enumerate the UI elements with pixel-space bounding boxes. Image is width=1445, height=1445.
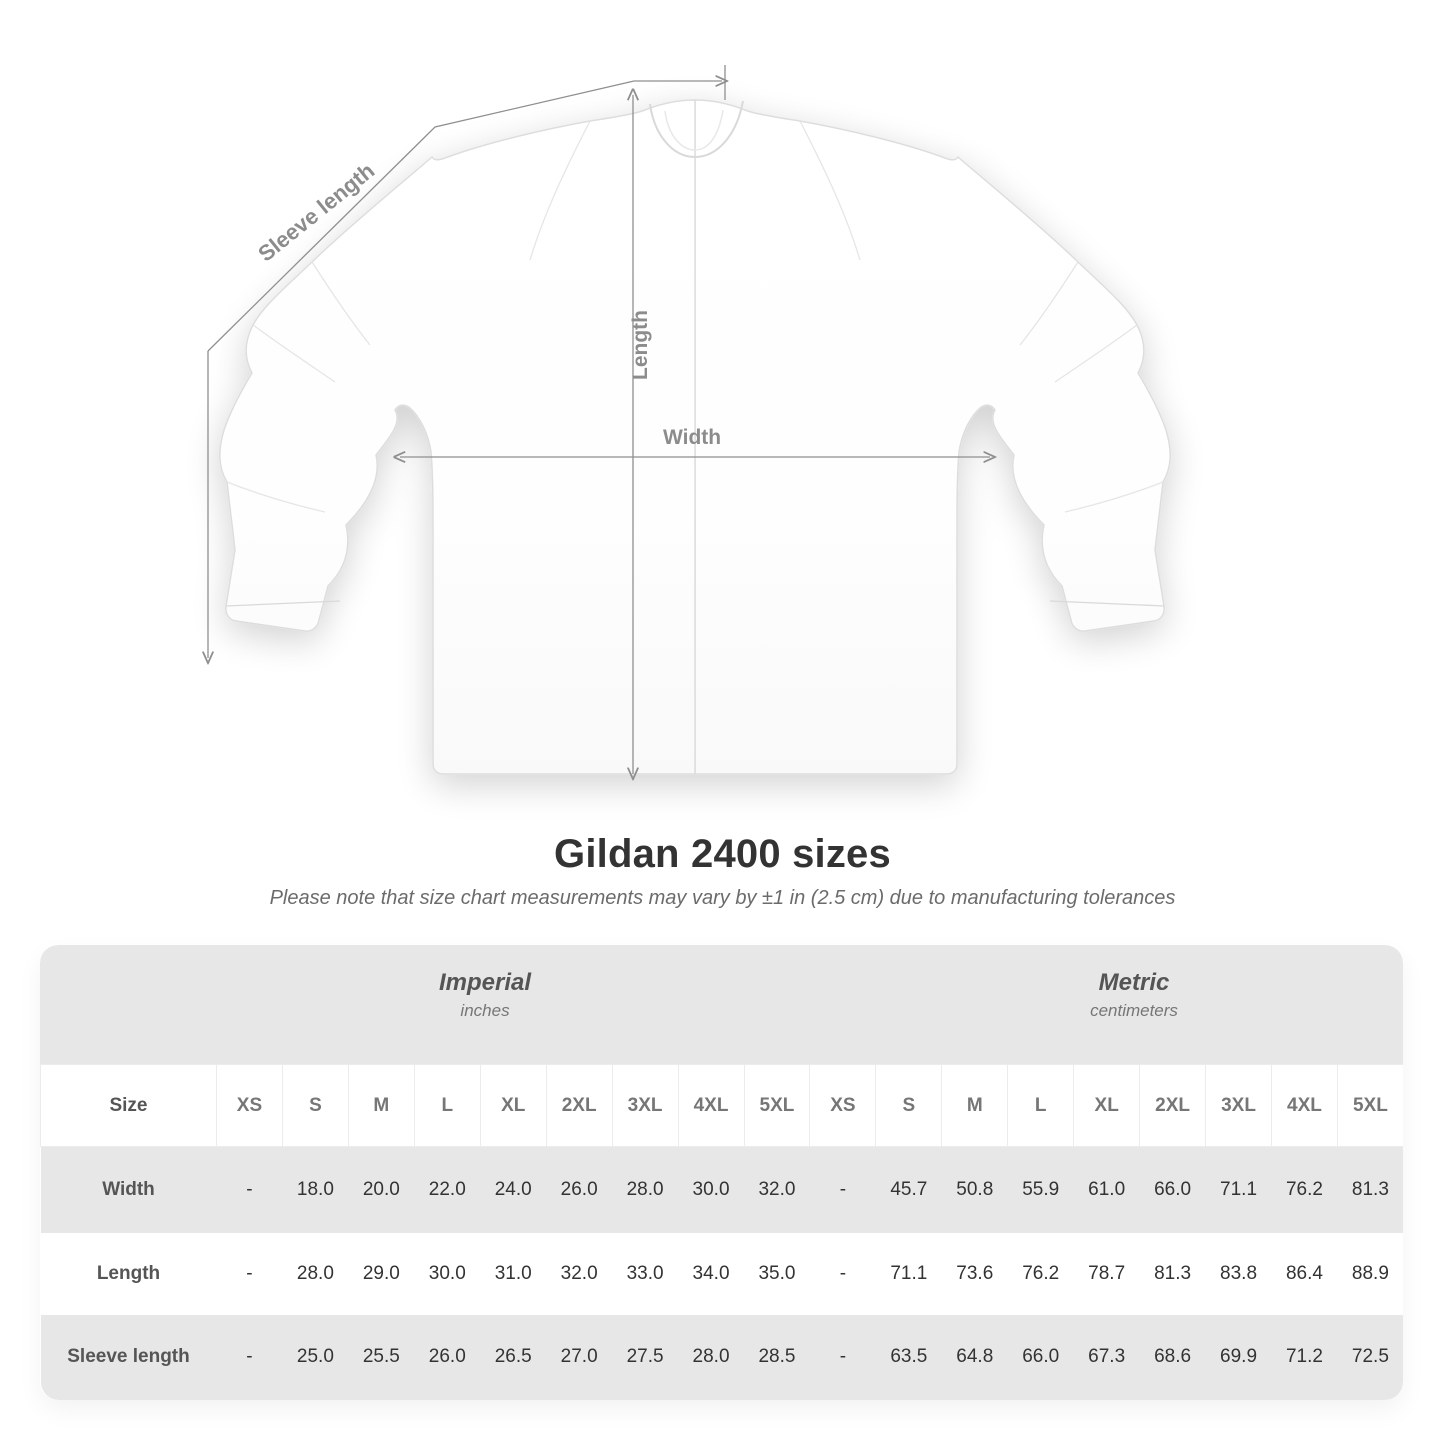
svg-text:Length: Length	[629, 310, 652, 380]
svg-text:Sleeve length: Sleeve length	[253, 158, 379, 267]
svg-text:Width: Width	[663, 426, 721, 449]
